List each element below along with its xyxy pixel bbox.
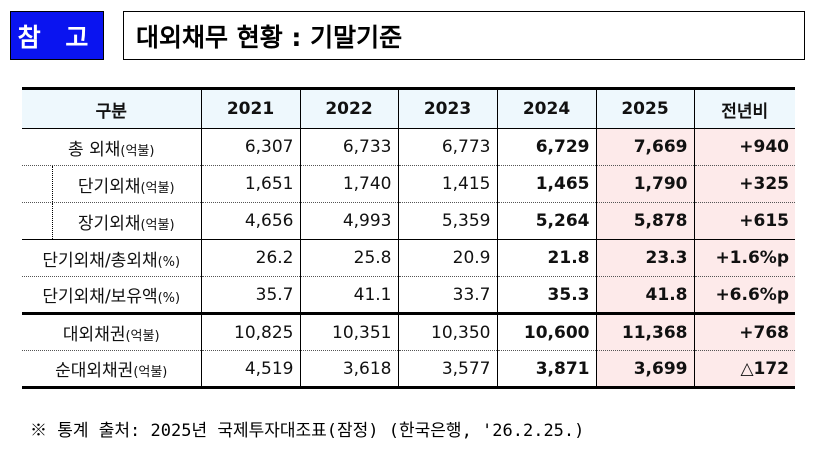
- cell-value: 3,699: [595, 350, 694, 389]
- cell-value: 35.3: [496, 276, 596, 314]
- cell-value: 25.8: [299, 239, 398, 277]
- row-unit: (억불): [140, 180, 175, 196]
- table-row: 순대외채권(억불) 4,519 3,618 3,577 3,871 3,699 △172: [22, 350, 795, 389]
- cell-value: 10,350: [397, 312, 497, 351]
- cell-value: +615: [693, 202, 795, 240]
- row-label: 총 외채(억불): [22, 129, 201, 166]
- cell-value: 5,359: [397, 202, 497, 240]
- row-label: 대외채권(억불): [22, 312, 201, 351]
- cell-value: +6.6%p: [693, 276, 795, 314]
- row-label-text: 단기외채/보유액: [42, 287, 158, 307]
- cell-value: 41.8: [595, 276, 694, 314]
- cell-value: 11,368: [595, 312, 694, 351]
- table-row: 단기외채(억불) 1,651 1,740 1,415 1,465 1,790 +325: [22, 165, 795, 203]
- cell-value: 23.3: [595, 239, 694, 277]
- cell-value: 1,740: [299, 165, 398, 203]
- row-unit: (억불): [133, 365, 168, 380]
- header-2022: 2022: [299, 87, 398, 129]
- source-note: ※ 통계 출처: 2025년 국제투자대조표(잠정) (한국은행, '26.2.…: [30, 421, 585, 441]
- header-category: 구분: [22, 87, 201, 129]
- table-row: 장기외채(억불) 4,656 4,993 5,359 5,264 5,878 +615: [22, 202, 795, 240]
- cell-value: 5,878: [595, 202, 694, 240]
- row-unit: (%): [157, 291, 181, 306]
- cell-value: 4,656: [200, 202, 300, 240]
- cell-value: 10,351: [299, 312, 398, 351]
- row-label-text: 장기외채: [77, 213, 141, 234]
- cell-value: 1,415: [397, 165, 497, 203]
- page-title: 대외채무 현황 : 기말기준: [123, 11, 805, 60]
- cell-value: 10,825: [200, 312, 300, 351]
- cell-value: +1.6%p: [693, 239, 795, 277]
- reference-badge: 참 고: [10, 11, 104, 60]
- row-label-text: 순대외채권: [55, 361, 134, 381]
- cell-value: 6,733: [299, 128, 398, 166]
- cell-value: 6,307: [200, 128, 300, 166]
- header-2023: 2023: [397, 87, 497, 129]
- row-unit: (%): [157, 254, 181, 270]
- row-label: 단기외채(억불): [22, 165, 201, 203]
- cell-value: 41.1: [299, 276, 398, 314]
- cell-value: +940: [693, 128, 795, 166]
- table-row: 총 외채(억불) 6,307 6,733 6,773 6,729 7,669 +940: [22, 128, 795, 166]
- cell-value: 10,600: [496, 312, 596, 351]
- cell-value: 1,651: [200, 165, 300, 203]
- cell-value: 6,773: [397, 128, 497, 166]
- table-row: 단기외채/보유액(%) 35.7 41.1 33.7 35.3 41.8 +6.6%p: [22, 276, 795, 314]
- header-2021: 2021: [200, 87, 300, 129]
- table-row: 단기외채/총외채(%) 26.2 25.8 20.9 21.8 23.3 +1.6%p: [22, 239, 795, 277]
- cell-value: 26.2: [200, 239, 300, 277]
- cell-value: +768: [693, 312, 795, 351]
- row-label-text: 단기외채/총외채: [42, 250, 158, 271]
- cell-value: +325: [693, 165, 795, 203]
- external-debt-table: 구분 2021 2022 2023 2024 2025 전년비 총 외채(억불)…: [22, 87, 795, 389]
- cell-value: 35.7: [200, 276, 300, 314]
- header-yoy: 전년비: [693, 87, 795, 129]
- row-label: 장기외채(억불): [22, 202, 201, 240]
- row-label-text: 단기외채: [77, 176, 141, 197]
- cell-value: 21.8: [496, 239, 596, 277]
- cell-value: 7,669: [595, 128, 694, 166]
- cell-value: 33.7: [397, 276, 497, 314]
- cell-value: 4,519: [200, 350, 300, 389]
- cell-value: 20.9: [397, 239, 497, 277]
- row-label: 단기외채/보유액(%): [22, 276, 201, 314]
- cell-value: 1,465: [496, 165, 596, 203]
- cell-value: 5,264: [496, 202, 596, 240]
- header-2025: 2025: [595, 87, 694, 129]
- row-label: 순대외채권(억불): [22, 350, 201, 389]
- row-unit: (억불): [125, 329, 160, 344]
- cell-value: △172: [693, 350, 795, 389]
- cell-value: 4,993: [299, 202, 398, 240]
- cell-value: 1,790: [595, 165, 694, 203]
- cell-value: 3,577: [397, 350, 497, 389]
- row-label-text: 대외채권: [62, 325, 126, 345]
- row-unit: (억불): [140, 217, 175, 233]
- row-label: 단기외채/총외채(%): [22, 239, 201, 277]
- header-row: 구분 2021 2022 2023 2024 2025 전년비: [22, 87, 795, 129]
- table-row: 대외채권(억불) 10,825 10,351 10,350 10,600 11,368 +7…: [22, 312, 795, 351]
- row-label-text: 총 외채: [68, 139, 121, 160]
- cell-value: 3,618: [299, 350, 398, 389]
- header-2024: 2024: [496, 87, 596, 129]
- cell-value: 3,871: [496, 350, 596, 389]
- row-unit: (억불): [120, 143, 155, 159]
- cell-value: 6,729: [496, 128, 596, 166]
